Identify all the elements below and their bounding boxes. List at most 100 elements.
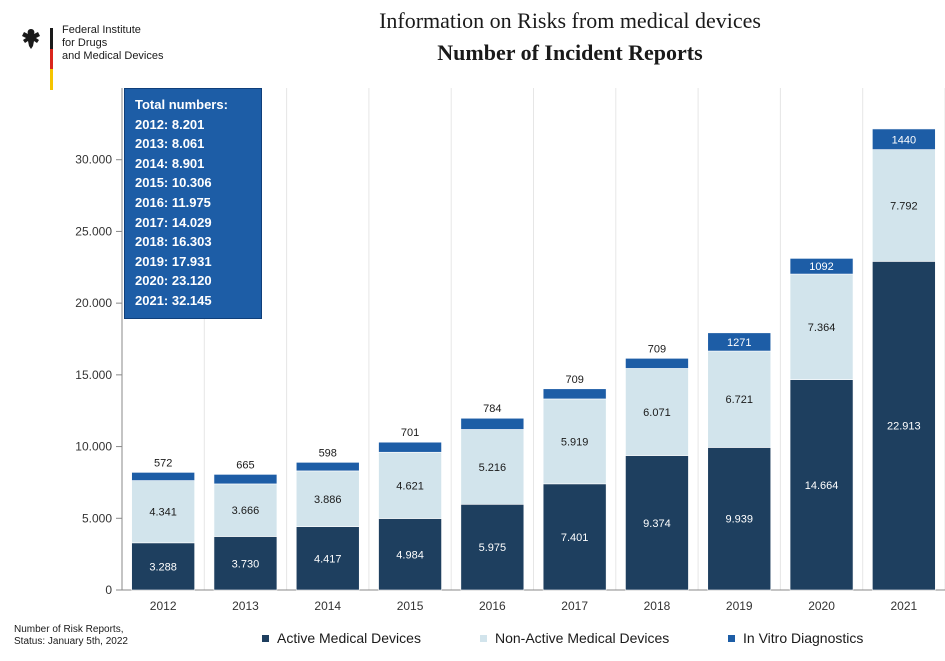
bar-segment-non-active	[213, 483, 278, 537]
legend-swatch-active	[262, 634, 269, 642]
bar-segment-non-active	[460, 429, 525, 505]
german-flag-stripe	[50, 28, 53, 90]
bar-segment-active	[872, 261, 936, 591]
legend-label-non-active: Non-Active Medical Devices	[495, 630, 670, 646]
y-tick-label: 15.000	[75, 368, 112, 382]
legend-item-ivd: In Vitro Diagnostics	[728, 630, 863, 646]
totals-line: 2014: 8.901	[135, 155, 205, 171]
data-label: 665	[236, 459, 254, 471]
totals-line: 2017: 14.029	[135, 214, 212, 230]
chart-title: Information on Risks from medical device…	[379, 8, 761, 33]
legend-swatch-ivd	[728, 634, 735, 642]
bar-segment-ivd	[707, 332, 772, 352]
x-tick-label: 2016	[479, 599, 506, 613]
data-label: 7.364	[808, 322, 836, 334]
data-label: 3.886	[314, 494, 342, 506]
legend-item-active: Active Medical Devices	[262, 630, 421, 646]
totals-box: Total numbers: 2012: 8.201 2013: 8.061 2…	[124, 88, 262, 319]
data-label: 5.216	[479, 462, 507, 474]
data-label: 3.730	[232, 558, 260, 570]
bar-segment-ivd	[213, 474, 278, 485]
data-label: 22.913	[887, 421, 921, 433]
data-label: 14.664	[805, 480, 839, 492]
chart-subtitle: Number of Incident Reports	[437, 40, 703, 65]
legend-label-active: Active Medical Devices	[277, 630, 421, 646]
bfarm-logo: Federal Institute for Drugs and Medical …	[18, 20, 178, 92]
data-label: 3.288	[149, 561, 177, 573]
legend-label-ivd: In Vitro Diagnostics	[743, 630, 864, 646]
x-tick-label: 2015	[397, 599, 424, 613]
totals-line: 2020: 23.120	[135, 273, 212, 289]
x-tick-label: 2013	[232, 599, 259, 613]
legend: Active Medical Devices Non-Active Medica…	[0, 630, 945, 650]
bar-segment-ivd	[789, 258, 854, 275]
bar-segment-active	[295, 526, 360, 591]
totals-line: 2021: 32.145	[135, 292, 212, 308]
data-label: 1092	[809, 261, 833, 273]
bar-segment-active	[460, 504, 525, 591]
data-label: 598	[319, 447, 337, 459]
x-tick-label: 2020	[808, 599, 835, 613]
totals-line: 2012: 8.201	[135, 116, 205, 132]
legend-item-non-active: Non-Active Medical Devices	[480, 630, 669, 646]
totals-line: 2013: 8.061	[135, 136, 205, 152]
data-label: 572	[154, 457, 172, 469]
data-label: 5.975	[479, 542, 507, 554]
data-label: 6.721	[725, 394, 753, 406]
logo-text: Federal Institute for Drugs and Medical …	[62, 24, 164, 62]
data-label: 3.666	[232, 505, 260, 517]
footnote: Number of Risk Reports, Status: January …	[14, 624, 128, 647]
y-tick-label: 10.000	[75, 440, 112, 454]
legend-swatch-non-active	[480, 634, 487, 642]
totals-heading: Total numbers:	[135, 97, 228, 112]
bar-segment-non-active	[872, 149, 936, 262]
federal-eagle-icon	[22, 29, 40, 49]
x-tick-label: 2021	[890, 599, 917, 613]
bar-segment-active	[213, 536, 278, 591]
bar-segment-non-active	[378, 451, 442, 519]
x-tick-label: 2019	[726, 599, 753, 613]
data-label: 4.984	[396, 549, 424, 561]
x-tick-label: 2014	[314, 599, 341, 613]
data-label: 709	[565, 374, 583, 386]
data-label: 9.374	[643, 518, 671, 530]
x-tick-label: 2018	[644, 599, 671, 613]
bar-segment-ivd	[872, 128, 936, 150]
bar-segment-non-active	[625, 368, 689, 456]
bar-segment-non-active	[707, 350, 772, 448]
data-label: 4.621	[396, 480, 424, 492]
totals-line: 2018: 16.303	[135, 234, 212, 250]
data-label: 7.792	[890, 200, 918, 212]
bar-segment-active	[625, 455, 689, 591]
y-tick-label: 30.000	[75, 153, 112, 167]
bar-segment-ivd	[295, 462, 360, 472]
data-label: 9.939	[725, 514, 753, 526]
data-label: 784	[483, 403, 501, 415]
bar-segment-ivd	[378, 441, 442, 453]
bar-segment-non-active	[131, 480, 195, 544]
data-label: 709	[648, 343, 666, 355]
data-label: 701	[401, 427, 419, 439]
data-label: 4.341	[149, 507, 177, 519]
data-label: 5.919	[561, 436, 589, 448]
data-label: 4.417	[314, 553, 342, 565]
bar-segment-ivd	[625, 358, 689, 369]
data-label: 6.071	[643, 407, 671, 419]
bar-segment-active	[789, 379, 854, 591]
bar-segment-ivd	[131, 472, 195, 481]
x-tick-label: 2012	[150, 599, 177, 613]
bar-segment-non-active	[295, 470, 360, 527]
bar-segment-active	[707, 447, 772, 591]
data-label: 1271	[727, 337, 751, 349]
bar-segment-active	[131, 542, 195, 591]
bar-segment-ivd	[460, 417, 525, 430]
bar-segment-non-active	[789, 273, 854, 380]
y-tick-label: 25.000	[75, 224, 112, 238]
y-tick-label: 20.000	[75, 296, 112, 310]
bar-segment-ivd	[542, 388, 607, 400]
totals-line: 2015: 10.306	[135, 175, 212, 191]
totals-line: 2019: 17.931	[135, 253, 212, 269]
x-tick-label: 2017	[561, 599, 588, 613]
y-tick-label: 5.000	[82, 511, 112, 525]
